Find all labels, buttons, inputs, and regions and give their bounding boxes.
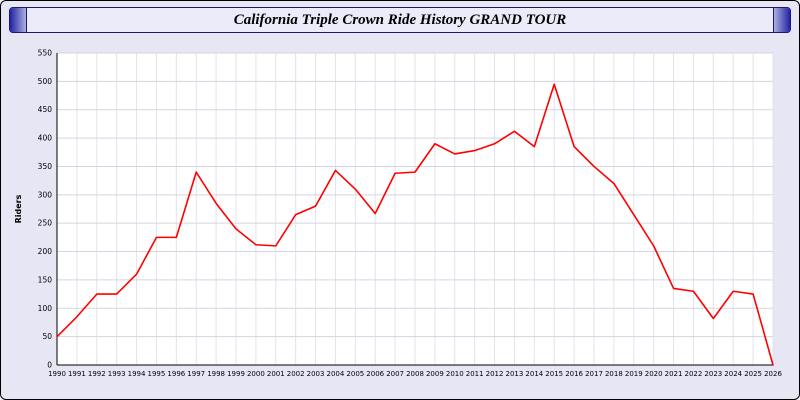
svg-text:100: 100 (38, 304, 53, 313)
svg-text:2018: 2018 (605, 370, 623, 378)
svg-text:2022: 2022 (685, 370, 703, 378)
chart-panel: 0 50 100 150 200 250 300 350 400 450 500 550 1990 199… (9, 43, 791, 391)
svg-text:350: 350 (38, 162, 53, 171)
svg-text:1992: 1992 (88, 370, 106, 378)
svg-text:50: 50 (42, 332, 52, 341)
svg-text:2010: 2010 (446, 370, 464, 378)
svg-text:1996: 1996 (167, 370, 185, 378)
svg-text:2001: 2001 (267, 370, 285, 378)
svg-text:550: 550 (38, 49, 53, 58)
svg-text:1998: 1998 (207, 370, 225, 378)
chart-title: California Triple Crown Ride History GRA… (233, 12, 567, 28)
svg-text:1990: 1990 (48, 370, 66, 378)
svg-text:Riders: Riders (14, 194, 23, 223)
window-titlebar: California Triple Crown Ride History GRA… (9, 7, 791, 33)
svg-text:1997: 1997 (187, 370, 205, 378)
svg-text:1999: 1999 (227, 370, 245, 378)
svg-text:2009: 2009 (426, 370, 444, 378)
svg-text:2026: 2026 (764, 370, 782, 378)
svg-text:250: 250 (38, 219, 53, 228)
svg-text:150: 150 (38, 275, 53, 284)
svg-text:1991: 1991 (68, 370, 86, 378)
titlebar-left-cap-icon (10, 8, 27, 32)
svg-text:2016: 2016 (565, 370, 583, 378)
svg-text:2000: 2000 (247, 370, 265, 378)
svg-text:200: 200 (38, 247, 53, 256)
svg-text:2005: 2005 (346, 370, 364, 378)
svg-text:400: 400 (38, 134, 53, 143)
svg-text:2014: 2014 (525, 370, 543, 378)
svg-text:2004: 2004 (327, 370, 345, 378)
svg-text:500: 500 (38, 77, 53, 86)
svg-text:2008: 2008 (406, 370, 424, 378)
svg-text:450: 450 (38, 105, 53, 114)
svg-text:300: 300 (38, 190, 53, 199)
svg-text:2002: 2002 (287, 370, 305, 378)
svg-text:0: 0 (47, 361, 52, 370)
svg-text:2025: 2025 (744, 370, 762, 378)
svg-text:2015: 2015 (545, 370, 563, 378)
svg-text:2017: 2017 (585, 370, 603, 378)
svg-text:2024: 2024 (724, 370, 742, 378)
svg-text:2013: 2013 (506, 370, 524, 378)
svg-text:2021: 2021 (665, 370, 683, 378)
svg-text:2020: 2020 (645, 370, 663, 378)
svg-text:2023: 2023 (704, 370, 722, 378)
svg-text:2012: 2012 (486, 370, 504, 378)
titlebar-right-cap-icon (773, 8, 790, 32)
svg-text:1995: 1995 (148, 370, 166, 378)
svg-text:2007: 2007 (386, 370, 404, 378)
svg-text:2003: 2003 (307, 370, 325, 378)
svg-text:2011: 2011 (466, 370, 484, 378)
svg-text:2019: 2019 (625, 370, 643, 378)
svg-text:2006: 2006 (366, 370, 384, 378)
svg-text:1994: 1994 (128, 370, 146, 378)
svg-text:1993: 1993 (108, 370, 126, 378)
